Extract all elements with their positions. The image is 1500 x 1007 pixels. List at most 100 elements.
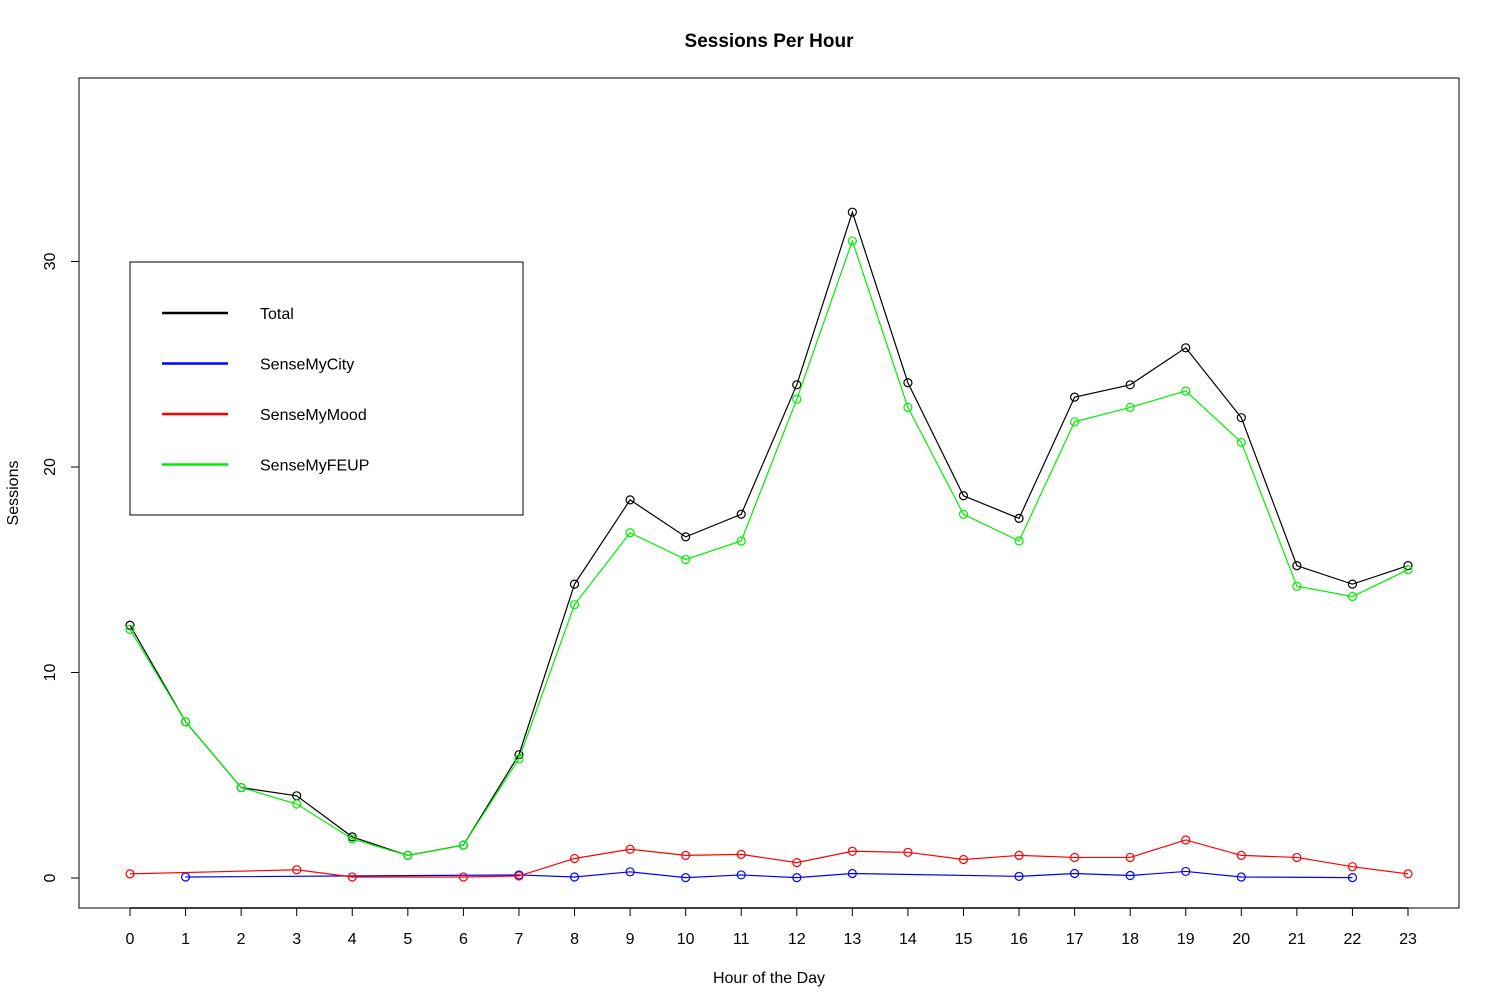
data-point <box>1403 869 1413 879</box>
legend-label: SenseMyMood <box>260 407 367 424</box>
x-tick-label: 0 <box>126 931 135 948</box>
x-tick-label: 20 <box>1232 931 1250 948</box>
legend: Total SenseMyCity SenseMyMood SenseMyFEUP <box>129 261 524 516</box>
data-point <box>125 620 135 630</box>
series-sensemyfeup <box>125 236 1413 860</box>
data-point <box>1347 591 1358 602</box>
data-point <box>1347 579 1358 589</box>
data-point <box>458 840 468 850</box>
data-point <box>514 871 524 881</box>
data-point <box>347 834 357 844</box>
x-tick-label: 9 <box>626 931 635 948</box>
x-tick-label: 2 <box>237 931 246 948</box>
data-point <box>736 536 746 546</box>
data-point <box>625 844 635 854</box>
legend-label: Total <box>260 306 294 323</box>
data-point <box>958 509 969 519</box>
y-tick-label: 10 <box>42 664 59 682</box>
series-line <box>129 210 1409 857</box>
y-tick-label: 20 <box>42 458 59 476</box>
data-point <box>625 528 635 538</box>
data-point <box>458 872 468 882</box>
x-tick-label: 11 <box>733 931 750 948</box>
series-sensemymood <box>125 835 1413 882</box>
data-point <box>1125 852 1135 863</box>
data-point <box>1125 870 1135 881</box>
legend-label: SenseMyFEUP <box>260 458 369 475</box>
data-point <box>1236 413 1246 423</box>
x-tick-label: 7 <box>515 931 524 948</box>
data-point <box>1070 868 1080 879</box>
data-point <box>1070 417 1080 427</box>
data-point <box>569 872 580 882</box>
series-line <box>185 870 1353 879</box>
x-tick-label: 19 <box>1177 931 1195 948</box>
data-point <box>1403 561 1413 571</box>
data-point <box>903 378 913 388</box>
data-point <box>1181 386 1191 396</box>
data-point <box>1014 536 1024 546</box>
x-tick-label: 8 <box>570 931 579 948</box>
x-tick-label: 17 <box>1066 931 1084 948</box>
data-point <box>792 394 802 404</box>
data-point <box>736 509 746 519</box>
x-tick-label: 22 <box>1344 931 1362 948</box>
data-point <box>903 847 913 857</box>
data-point <box>792 380 802 390</box>
data-point <box>292 799 302 809</box>
data-point <box>1014 871 1024 881</box>
data-point <box>625 495 635 505</box>
legend-item: SenseMyMood <box>162 407 367 424</box>
x-tick-label: 14 <box>899 931 917 948</box>
y-axis-label: Sessions <box>5 461 22 526</box>
y-tick-label: 0 <box>42 873 59 882</box>
data-point <box>1181 343 1191 353</box>
data-point <box>958 491 969 501</box>
data-point <box>792 872 802 883</box>
data-point <box>347 872 357 882</box>
data-point <box>1181 866 1191 877</box>
data-point <box>180 717 191 727</box>
x-tick-label: 12 <box>788 931 806 948</box>
series-sensemycity <box>180 866 1358 883</box>
x-tick-label: 13 <box>843 931 861 948</box>
data-point <box>847 868 857 879</box>
data-point <box>1236 850 1246 860</box>
data-point <box>625 867 635 877</box>
data-point <box>236 782 246 793</box>
x-tick-label: 6 <box>459 931 468 948</box>
data-point <box>569 853 580 864</box>
series-layer <box>125 207 1413 883</box>
x-tick-label: 5 <box>403 931 412 948</box>
data-point <box>1236 872 1246 882</box>
data-point <box>1070 852 1080 863</box>
data-point <box>847 846 857 856</box>
x-tick-label: 18 <box>1121 931 1139 948</box>
data-point <box>125 869 135 879</box>
data-point <box>1014 850 1024 860</box>
data-point <box>1125 402 1135 413</box>
chart-title: Sessions Per Hour <box>685 31 855 52</box>
data-point <box>681 532 691 542</box>
data-point <box>736 849 746 859</box>
series-line <box>129 839 1409 878</box>
data-point <box>1236 437 1246 447</box>
x-tick-label: 3 <box>292 931 301 948</box>
x-axis-label: Hour of the Day <box>713 970 825 987</box>
data-point <box>736 870 746 880</box>
x-tick-label: 10 <box>677 931 695 948</box>
x-tick-label: 1 <box>181 931 190 948</box>
data-point <box>847 207 857 217</box>
data-point <box>681 872 691 883</box>
data-point <box>1125 380 1135 390</box>
data-point <box>958 854 969 865</box>
data-point <box>1403 565 1413 575</box>
data-point <box>681 554 691 565</box>
data-point <box>1292 561 1302 571</box>
x-tick-label: 15 <box>955 931 973 948</box>
data-point <box>792 857 802 868</box>
data-point <box>1070 392 1080 402</box>
legend-box <box>129 261 524 516</box>
data-point <box>903 402 913 413</box>
